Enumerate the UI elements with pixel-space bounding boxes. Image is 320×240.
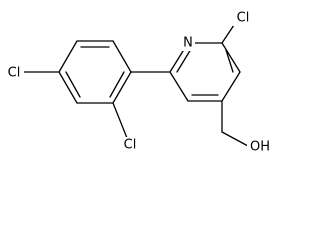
label-bg: [247, 139, 273, 155]
atom-label: N: [183, 36, 193, 51]
atom-label: Cl: [237, 11, 250, 26]
structure-diagram: N Cl Cl Cl OH: [4, 10, 273, 155]
label-bg: [233, 10, 253, 26]
bond: [221, 71, 241, 102]
bond: [112, 40, 132, 73]
label-bg: [4, 64, 24, 80]
bond: [58, 40, 78, 73]
double-bond: [225, 49, 234, 73]
label-bg: [120, 137, 140, 153]
bond: [169, 71, 189, 102]
bond: [112, 71, 132, 104]
double-bond: [65, 71, 81, 98]
phenyl-ring: [58, 40, 132, 104]
bond: [221, 42, 241, 73]
double-bond: [176, 48, 192, 73]
bond: [112, 102, 128, 139]
pyridine-ring: [169, 42, 241, 102]
double-bond: [109, 71, 125, 98]
label-bg: [181, 35, 195, 51]
page: {"atoms": ["N", "Cl", "Cl", "Cl", "OH"]}…: [4, 10, 273, 155]
atom-label: Cl: [124, 138, 137, 153]
bond: [58, 71, 78, 104]
bond: [221, 131, 249, 147]
atom-label: Cl: [8, 66, 21, 81]
atom-label: OH: [250, 140, 270, 155]
